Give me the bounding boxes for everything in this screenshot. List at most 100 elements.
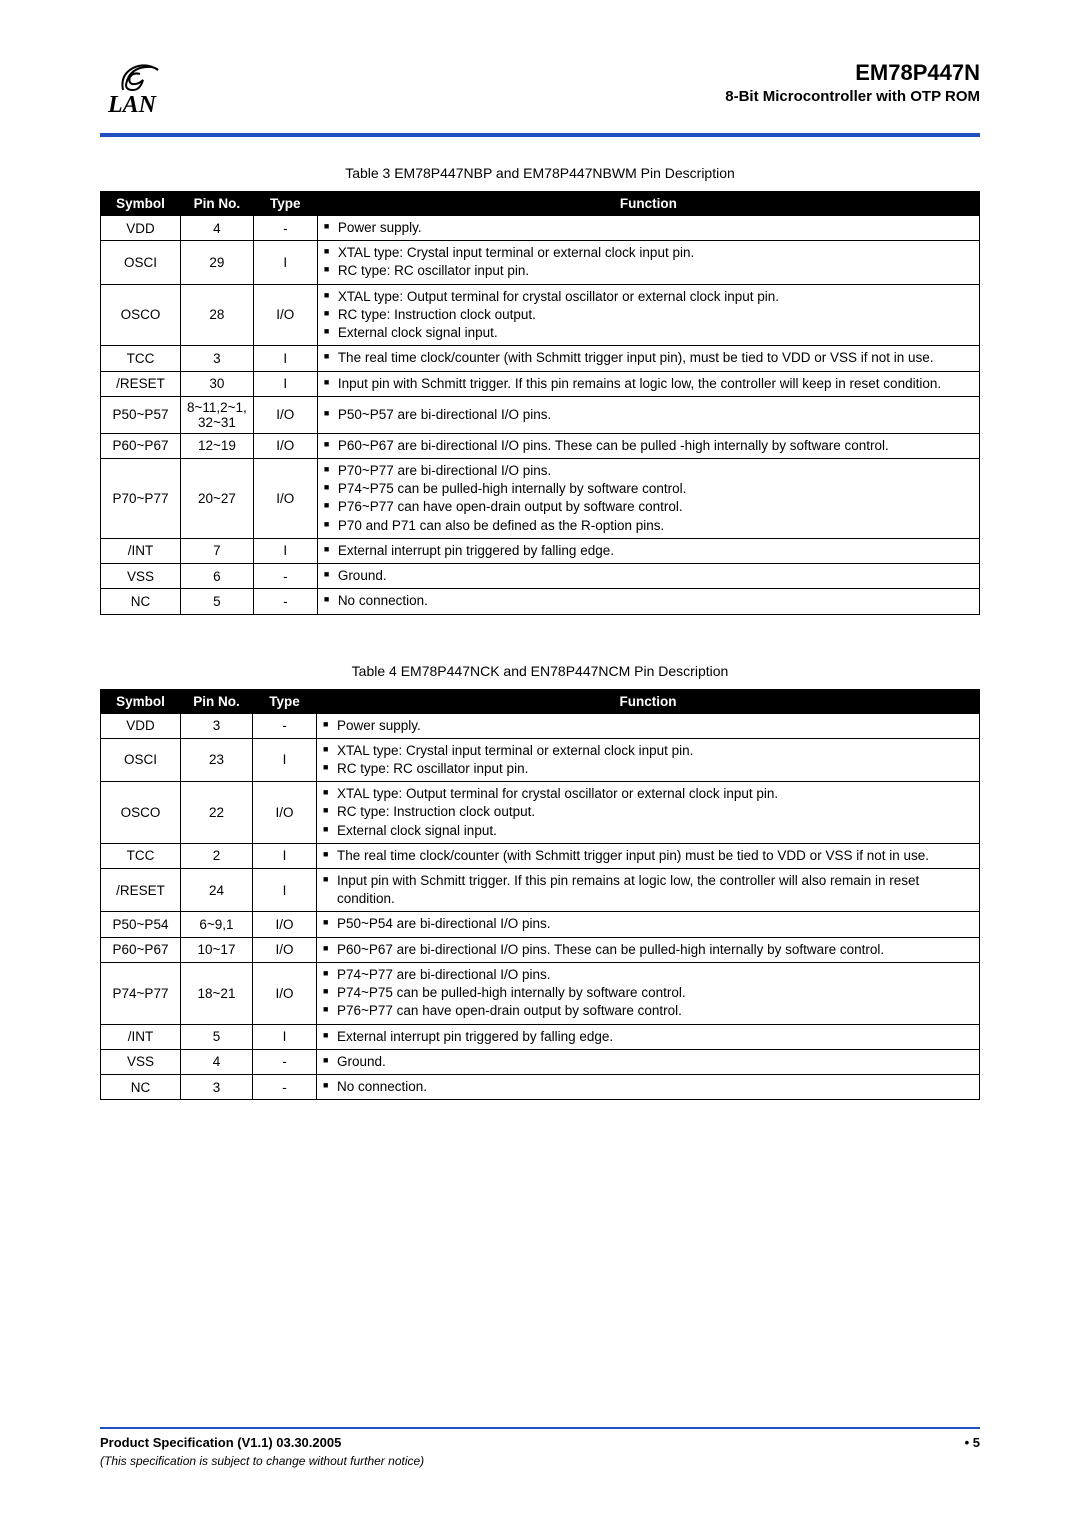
cell-symbol: OSCI bbox=[101, 738, 181, 781]
cell-type: I bbox=[253, 1024, 317, 1049]
table-row: /RESET30I Input pin with Schmitt trigger.… bbox=[101, 371, 980, 396]
cell-function: XTAL type: Output terminal for crystal o… bbox=[317, 782, 980, 844]
cell-function: No connection. bbox=[317, 589, 979, 614]
th-pin: Pin No. bbox=[181, 689, 253, 713]
cell-pin: 5 bbox=[181, 1024, 253, 1049]
cell-pin: 23 bbox=[181, 738, 253, 781]
table-row: P60~P6712~19I/OP60~P67 are bi-directiona… bbox=[101, 433, 980, 458]
function-item: Ground. bbox=[322, 567, 975, 585]
cell-pin: 6 bbox=[181, 564, 254, 589]
function-item: P74~P75 can be pulled-high internally by… bbox=[322, 480, 975, 498]
cell-pin: 18~21 bbox=[181, 962, 253, 1024]
cell-function: XTAL type: Crystal input terminal or ext… bbox=[317, 241, 979, 284]
footer-row: Product Specification (V1.1) 03.30.2005 … bbox=[100, 1435, 980, 1450]
table-row: OSCI29IXTAL type: Crystal input terminal… bbox=[101, 241, 980, 284]
cell-function: Power supply. bbox=[317, 216, 979, 241]
cell-function: P50~P57 are bi-directional I/O pins. bbox=[317, 396, 979, 433]
table-row: VDD3-Power supply. bbox=[101, 713, 980, 738]
function-list: P50~P57 are bi-directional I/O pins. bbox=[322, 406, 975, 424]
table-row: /INT5IExternal interrupt pin triggered b… bbox=[101, 1024, 980, 1049]
table-row: VSS6-Ground. bbox=[101, 564, 980, 589]
function-item: External interrupt pin triggered by fall… bbox=[322, 542, 975, 560]
cell-type: I bbox=[253, 869, 317, 912]
cell-symbol: TCC bbox=[101, 843, 181, 868]
cell-type: - bbox=[253, 564, 317, 589]
cell-pin: 3 bbox=[181, 713, 253, 738]
function-list: Input pin with Schmitt trigger. If this … bbox=[322, 375, 975, 393]
cell-symbol: P50~P57 bbox=[101, 396, 181, 433]
cell-pin: 24 bbox=[181, 869, 253, 912]
function-item: P76~P77 can have open-drain output by so… bbox=[321, 1002, 975, 1020]
function-item: P74~P75 can be pulled-high internally by… bbox=[321, 984, 975, 1002]
cell-type: I/O bbox=[253, 937, 317, 962]
function-item: RC type: RC oscillator input pin. bbox=[322, 262, 975, 280]
table-row: P50~P578~11,2~1, 32~31I/OP50~P57 are bi-… bbox=[101, 396, 980, 433]
cell-type: - bbox=[253, 713, 317, 738]
table-row: OSCO28I/OXTAL type: Output terminal for … bbox=[101, 284, 980, 346]
function-item: Input pin with Schmitt trigger. If this … bbox=[322, 375, 975, 393]
function-list: Ground. bbox=[321, 1053, 975, 1071]
table3: Symbol Pin No. Type Function VDD4-Power … bbox=[100, 191, 980, 615]
table-row: TCC3IThe real time clock/counter (with S… bbox=[101, 346, 980, 371]
cell-function: P74~P77 are bi-directional I/O pins.P74~… bbox=[317, 962, 980, 1024]
table-row: P60~P6710~17I/OP60~P67 are bi-directiona… bbox=[101, 937, 980, 962]
page-header: LAN EM78P447N 8-Bit Microcontroller with… bbox=[100, 60, 980, 125]
cell-function: Ground. bbox=[317, 1049, 980, 1074]
cell-symbol: /INT bbox=[101, 538, 181, 563]
function-item: XTAL type: Crystal input terminal or ext… bbox=[322, 244, 975, 262]
function-item: P74~P77 are bi-directional I/O pins. bbox=[321, 966, 975, 984]
cell-symbol: P70~P77 bbox=[101, 458, 181, 538]
cell-pin: 3 bbox=[181, 346, 254, 371]
cell-symbol: /RESET bbox=[101, 371, 181, 396]
cell-function: Input pin with Schmitt trigger. If this … bbox=[317, 869, 980, 912]
cell-pin: 20~27 bbox=[181, 458, 254, 538]
function-item: RC type: Instruction clock output. bbox=[322, 306, 975, 324]
cell-function: XTAL type: Crystal input terminal or ext… bbox=[317, 738, 980, 781]
function-list: XTAL type: Crystal input terminal or ext… bbox=[321, 742, 975, 778]
cell-symbol: NC bbox=[101, 589, 181, 614]
function-item: P50~P57 are bi-directional I/O pins. bbox=[322, 406, 975, 424]
function-item: The real time clock/counter (with Schmit… bbox=[322, 349, 975, 367]
th-pin: Pin No. bbox=[181, 192, 254, 216]
table-row: VDD4-Power supply. bbox=[101, 216, 980, 241]
cell-type: - bbox=[253, 1049, 317, 1074]
table4-caption: Table 4 EM78P447NCK and EN78P447NCM Pin … bbox=[100, 663, 980, 679]
function-list: XTAL type: Output terminal for crystal o… bbox=[322, 288, 975, 343]
cell-pin: 4 bbox=[181, 216, 254, 241]
function-item: P60~P67 are bi-directional I/O pins. The… bbox=[321, 941, 975, 959]
function-item: P70~P77 are bi-directional I/O pins. bbox=[322, 462, 975, 480]
function-list: No connection. bbox=[321, 1078, 975, 1096]
cell-type: I/O bbox=[253, 782, 317, 844]
function-list: P60~P67 are bi-directional I/O pins. The… bbox=[321, 941, 975, 959]
table-row: VSS4-Ground. bbox=[101, 1049, 980, 1074]
cell-pin: 6~9,1 bbox=[181, 912, 253, 937]
cell-function: External interrupt pin triggered by fall… bbox=[317, 538, 979, 563]
footer-divider bbox=[100, 1427, 980, 1429]
function-item: External clock signal input. bbox=[321, 822, 975, 840]
cell-function: The real time clock/counter (with Schmit… bbox=[317, 843, 980, 868]
function-list: P70~P77 are bi-directional I/O pins.P74~… bbox=[322, 462, 975, 535]
cell-pin: 10~17 bbox=[181, 937, 253, 962]
cell-pin: 2 bbox=[181, 843, 253, 868]
th-symbol: Symbol bbox=[101, 192, 181, 216]
cell-type: - bbox=[253, 1075, 317, 1100]
cell-pin: 22 bbox=[181, 782, 253, 844]
cell-symbol: VDD bbox=[101, 216, 181, 241]
table3-caption: Table 3 EM78P447NBP and EM78P447NBWM Pin… bbox=[100, 165, 980, 181]
cell-pin: 29 bbox=[181, 241, 254, 284]
cell-function: External interrupt pin triggered by fall… bbox=[317, 1024, 980, 1049]
header-divider bbox=[100, 133, 980, 137]
doc-subtitle: 8-Bit Microcontroller with OTP ROM bbox=[725, 88, 980, 105]
doc-title: EM78P447N bbox=[725, 60, 980, 86]
cell-pin: 30 bbox=[181, 371, 254, 396]
table-row: TCC2IThe real time clock/counter (with S… bbox=[101, 843, 980, 868]
cell-pin: 12~19 bbox=[181, 433, 254, 458]
cell-type: I bbox=[253, 371, 317, 396]
function-list: XTAL type: Output terminal for crystal o… bbox=[321, 785, 975, 840]
table-row: NC5-No connection. bbox=[101, 589, 980, 614]
function-item: XTAL type: Crystal input terminal or ext… bbox=[321, 742, 975, 760]
table3-header-row: Symbol Pin No. Type Function bbox=[101, 192, 980, 216]
cell-function: XTAL type: Output terminal for crystal o… bbox=[317, 284, 979, 346]
function-item: P70 and P71 can also be defined as the R… bbox=[322, 517, 975, 535]
function-list: XTAL type: Crystal input terminal or ext… bbox=[322, 244, 975, 280]
